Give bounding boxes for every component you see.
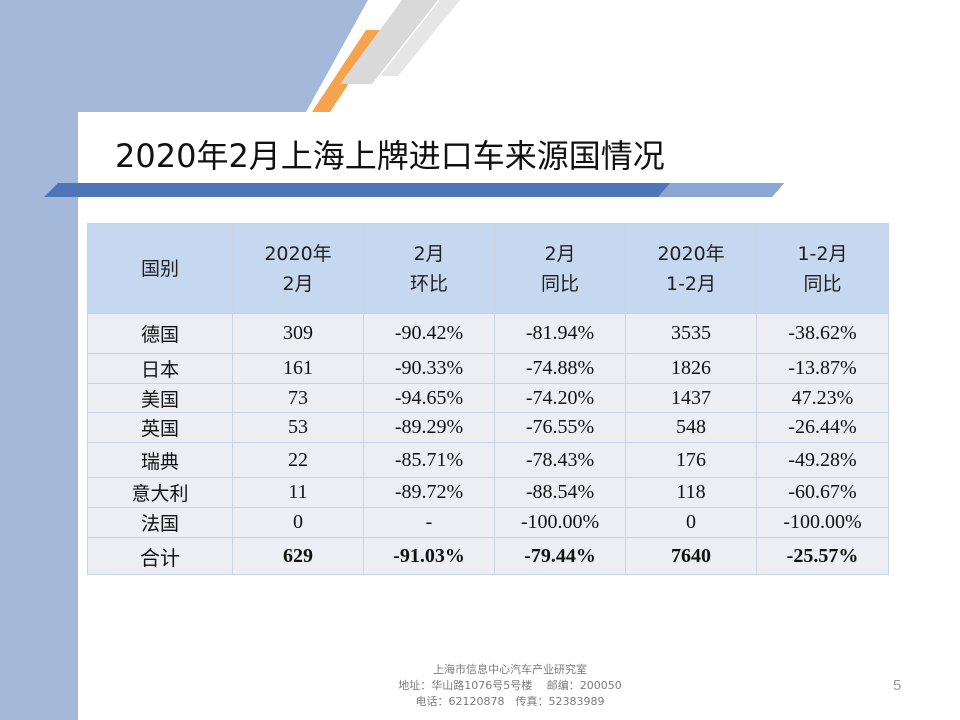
cell-value: 176 [625, 442, 757, 478]
header-feb-mom: 2月 环比 [363, 223, 495, 314]
grey-stripe-2 [380, 0, 460, 76]
cell-value: -89.72% [363, 477, 495, 508]
cell-country: 瑞典 [87, 442, 233, 478]
cell-value: 22 [232, 442, 364, 478]
import-source-table: 国别 2020年 2月 2月 环比 2月 同比 2020年 1-2月 1-2月 同比 德国… [87, 223, 889, 575]
cell-country: 意大利 [87, 477, 233, 508]
cell-value: -76.55% [494, 412, 626, 443]
page-number: 5 [893, 677, 902, 694]
header-jan-feb-2020: 2020年 1-2月 [625, 223, 757, 314]
cell-country: 日本 [87, 353, 233, 384]
cell-total-value: 629 [232, 537, 364, 575]
cell-value: -100.00% [756, 507, 889, 538]
table-row: 法国 0 - -100.00% 0 -100.00% [87, 507, 889, 538]
cell-value: 118 [625, 477, 757, 508]
cell-value: 0 [232, 507, 364, 538]
cell-value: -74.20% [494, 383, 626, 413]
cell-total-value: -79.44% [494, 537, 626, 575]
cell-value: -78.43% [494, 442, 626, 478]
cell-country: 英国 [87, 412, 233, 443]
cell-value: -60.67% [756, 477, 889, 508]
table-row: 瑞典 22 -85.71% -78.43% 176 -49.28% [87, 442, 889, 478]
cell-value: 1826 [625, 353, 757, 384]
table-row: 美国 73 -94.65% -74.20% 1437 47.23% [87, 383, 889, 413]
cell-value: -89.29% [363, 412, 495, 443]
cell-value: -74.88% [494, 353, 626, 384]
left-blue-band [0, 560, 78, 720]
header-feb-2020: 2020年 2月 [232, 223, 364, 314]
cell-value: 3535 [625, 313, 757, 354]
table-row: 英国 53 -89.29% -76.55% 548 -26.44% [87, 412, 889, 443]
cell-value: -26.44% [756, 412, 889, 443]
cell-total-label: 合计 [87, 537, 233, 575]
cell-value: 53 [232, 412, 364, 443]
header-jan-feb-yoy: 1-2月 同比 [756, 223, 889, 314]
footer-address: 地址：华山路1076号5号楼 邮编：200050 [398, 679, 622, 692]
cell-value: -49.28% [756, 442, 889, 478]
cell-value: 47.23% [756, 383, 889, 413]
cell-value: -81.94% [494, 313, 626, 354]
cell-value: 309 [232, 313, 364, 354]
table-row: 德国 309 -90.42% -81.94% 3535 -38.62% [87, 313, 889, 354]
cell-value: 1437 [625, 383, 757, 413]
header-country: 国别 [87, 223, 233, 314]
grey-stripe-1 [340, 0, 438, 84]
slide-title: 2020年2月上海上牌进口车来源国情况 [115, 137, 665, 175]
footer-org: 上海市信息中心汽车产业研究室 [433, 663, 587, 676]
cell-value: -90.42% [363, 313, 495, 354]
cell-value: -88.54% [494, 477, 626, 508]
cell-value: -90.33% [363, 353, 495, 384]
cell-country: 法国 [87, 507, 233, 538]
left-blue-panel [0, 0, 368, 580]
cell-value: -100.00% [494, 507, 626, 538]
cell-value: -38.62% [756, 313, 889, 354]
cell-value: -94.65% [363, 383, 495, 413]
footer-phone: 电话：62120878 传真：52383989 [415, 695, 605, 708]
cell-total-value: -25.57% [756, 537, 889, 575]
cell-value: 161 [232, 353, 364, 384]
table-row: 日本 161 -90.33% -74.88% 1826 -13.87% [87, 353, 889, 384]
title-panel [78, 112, 960, 196]
cell-value: 548 [625, 412, 757, 443]
footer-contact: 上海市信息中心汽车产业研究室 地址：华山路1076号5号楼 邮编：200050 … [300, 662, 720, 710]
cell-country: 德国 [87, 313, 233, 354]
cell-value: 0 [625, 507, 757, 538]
table-header-row: 国别 2020年 2月 2月 环比 2月 同比 2020年 1-2月 1-2月 同比 [87, 223, 889, 314]
cell-total-value: -91.03% [363, 537, 495, 575]
cell-total-value: 7640 [625, 537, 757, 575]
cell-value: -13.87% [756, 353, 889, 384]
cell-value: 73 [232, 383, 364, 413]
header-feb-yoy: 2月 同比 [494, 223, 626, 314]
cell-value: -85.71% [363, 442, 495, 478]
table-total-row: 合计 629 -91.03% -79.44% 7640 -25.57% [87, 537, 889, 575]
table-row: 意大利 11 -89.72% -88.54% 118 -60.67% [87, 477, 889, 508]
cell-value: - [363, 507, 495, 538]
cell-country: 美国 [87, 383, 233, 413]
cell-value: 11 [232, 477, 364, 508]
